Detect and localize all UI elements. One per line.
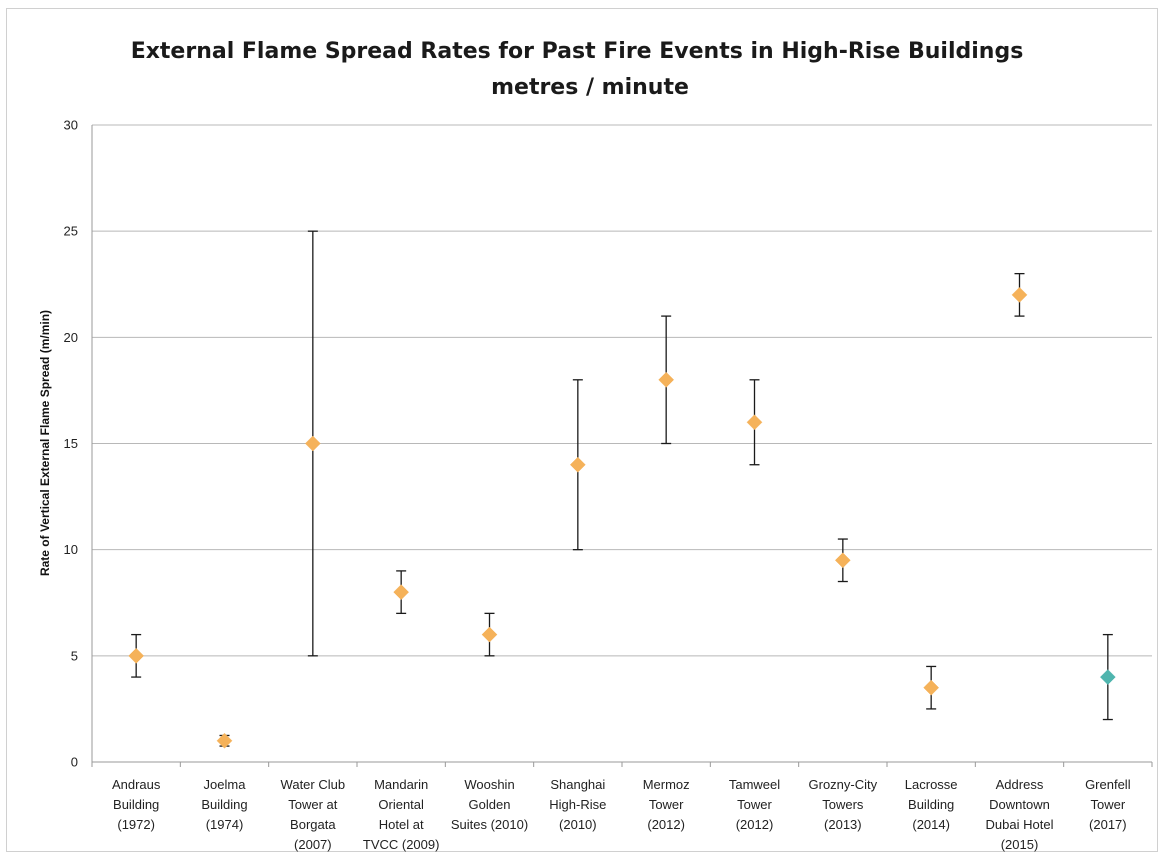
data-point xyxy=(834,552,851,569)
x-tick-label: High-Rise xyxy=(549,797,606,812)
x-tick-label: Golden xyxy=(469,797,511,812)
x-tick-label: Mermoz xyxy=(643,777,690,792)
data-point xyxy=(481,626,498,643)
chart-frame xyxy=(6,8,1158,852)
x-tick-label: Wooshin xyxy=(464,777,514,792)
x-tick-label: Water Club xyxy=(281,777,346,792)
x-tick-label: Building xyxy=(201,797,247,812)
x-tick-label: (2015) xyxy=(1001,837,1039,852)
x-tick-label: Lacrosse xyxy=(905,777,958,792)
x-tick-label: Towers xyxy=(822,797,864,812)
axes xyxy=(91,125,1153,767)
gridlines xyxy=(92,124,1152,657)
data-point xyxy=(304,435,321,452)
x-tick-label: (2014) xyxy=(912,817,950,832)
x-tick-label: Tamweel xyxy=(729,777,780,792)
x-tick-label: Building xyxy=(113,797,159,812)
y-tick-label: 15 xyxy=(64,436,78,451)
x-tick-label: Oriental xyxy=(378,797,424,812)
data-point xyxy=(216,732,233,749)
data-point xyxy=(569,456,586,473)
y-tick-label: 30 xyxy=(64,118,78,133)
data-point xyxy=(923,679,940,696)
y-tick-label: 5 xyxy=(71,648,78,663)
x-tick-label: Tower at xyxy=(288,797,338,812)
x-tick-label: Dubai Hotel xyxy=(986,817,1054,832)
x-tick-label: Downtown xyxy=(989,797,1050,812)
y-tick-label: 25 xyxy=(64,224,78,239)
y-axis-label: Rate of Vertical External Flame Spread (… xyxy=(38,310,52,576)
x-tick-label: Andraus xyxy=(112,777,161,792)
data-point xyxy=(128,647,145,664)
data-point xyxy=(746,414,763,431)
y-tick-labels: 0 5 10 15 20 25 30 xyxy=(64,118,78,770)
x-tick-label: (2012) xyxy=(647,817,685,832)
data-point xyxy=(658,371,675,388)
x-tick-label: Mandarin xyxy=(374,777,428,792)
x-tick-label: Suites (2010) xyxy=(451,817,528,832)
chart-subtitle: metres / minute xyxy=(491,75,689,100)
x-tick-label: Tower xyxy=(649,797,684,812)
x-tick-label: Borgata xyxy=(290,817,336,832)
x-tick-label: Hotel at xyxy=(379,817,424,832)
x-tick-label: Shanghai xyxy=(550,777,605,792)
x-tick-label: Grenfell xyxy=(1085,777,1131,792)
data-points xyxy=(128,287,1116,749)
data-point xyxy=(1011,287,1028,303)
y-tick-label: 20 xyxy=(64,330,78,345)
x-tick-labels: Andraus Building (1972) Joelma Building (1974… xyxy=(112,777,1131,852)
x-tick-label: (2010) xyxy=(559,817,597,832)
y-tick-label: 0 xyxy=(71,755,78,770)
chart-title: External Flame Spread Rates for Past Fir… xyxy=(131,39,1024,64)
x-tick-label: TVCC (2009) xyxy=(363,837,440,852)
x-tick-label: (2017) xyxy=(1089,817,1127,832)
x-tick-label: Joelma xyxy=(204,777,247,792)
x-tick-label: Tower xyxy=(737,797,772,812)
data-point xyxy=(1099,669,1116,685)
x-tick-label: (2007) xyxy=(294,837,332,852)
x-tick-label: Building xyxy=(908,797,954,812)
x-tick-label: Address xyxy=(996,777,1044,792)
error-bars xyxy=(131,230,1113,747)
x-tick-label: Tower xyxy=(1090,797,1125,812)
data-point xyxy=(393,584,410,600)
x-tick-label: Grozny-City xyxy=(809,777,878,792)
x-tick-label: (1972) xyxy=(117,817,155,832)
x-tick-label: (2013) xyxy=(824,817,862,832)
x-tick-label: (1974) xyxy=(206,817,244,832)
y-tick-label: 10 xyxy=(64,542,78,557)
x-tick-label: (2012) xyxy=(736,817,774,832)
